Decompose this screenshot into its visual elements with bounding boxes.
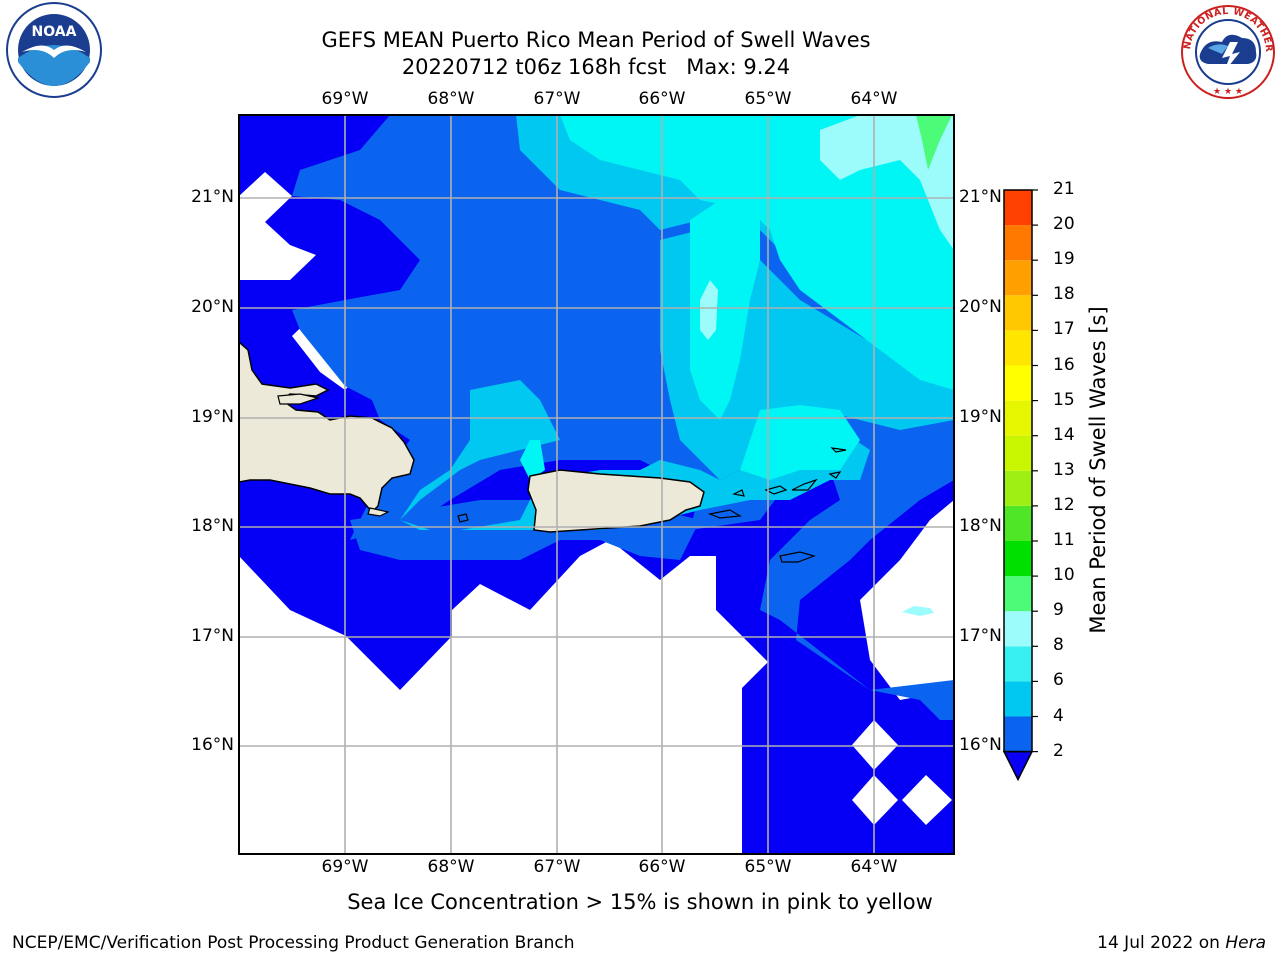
lon-label-bottom: 68°W (427, 857, 475, 877)
lon-label-bottom: 67°W (533, 857, 581, 877)
lat-label-right: 18°N (959, 516, 1002, 536)
lon-label-top: 69°W (321, 89, 369, 109)
colorbar-tick-label: 9 (1053, 600, 1064, 621)
field-4-6 (516, 115, 954, 400)
field-2-4 (292, 115, 954, 720)
lat-label-right: 17°N (959, 626, 1002, 646)
map-subtitle: 20220712 t06z 168h fcst Max: 9.24 (401, 55, 791, 79)
colorbar-frame (1003, 189, 1033, 753)
colorbar-segment (1004, 681, 1032, 717)
map-title: GEFS MEAN Puerto Rico Mean Period of Swe… (321, 28, 871, 52)
footer-date-text: 14 Jul 2022 on (1097, 933, 1226, 953)
sea-ice-note: Sea Ice Concentration > 15% is shown in … (347, 890, 933, 914)
colorbar-segment (1004, 576, 1032, 612)
map-gridlines (239, 115, 954, 854)
field-below-2 (239, 115, 954, 854)
lon-label-bottom: 64°W (850, 857, 898, 877)
colorbar-tick-label: 11 (1053, 530, 1075, 550)
lon-label-top: 65°W (744, 89, 792, 109)
lat-label-right: 19°N (959, 407, 1002, 427)
lat-label-right: 16°N (959, 735, 1002, 755)
lat-label-right: 21°N (959, 187, 1002, 207)
footer-host: Hera (1225, 933, 1266, 953)
colorbar-segment (1004, 541, 1032, 577)
colorbar-tick-label: 8 (1053, 635, 1064, 656)
colorbar-tick-label: 16 (1053, 354, 1075, 375)
colorbar-tick-label: 14 (1053, 424, 1075, 445)
colorbar-tick-label: 13 (1053, 459, 1075, 480)
colorbar-segment (1004, 365, 1032, 401)
lat-label-left: 19°N (191, 407, 234, 427)
lat-label-left: 20°N (191, 297, 234, 317)
lon-label-bottom: 65°W (744, 857, 792, 877)
colorbar (1002, 189, 1038, 782)
colorbar-tick-label: 19 (1053, 249, 1075, 270)
lon-label-top: 64°W (850, 89, 898, 109)
colorbar-tick-label: 2 (1053, 740, 1064, 761)
colorbar-tick-label: 17 (1053, 319, 1075, 340)
lon-label-top: 66°W (638, 89, 686, 109)
colorbar-segment (1004, 225, 1032, 261)
colorbar-tick-label: 15 (1053, 389, 1075, 410)
svg-text:★ ★ ★: ★ ★ ★ (1213, 87, 1243, 97)
colorbar-tick-label: 4 (1053, 705, 1064, 726)
field-9-10 (916, 115, 952, 170)
lat-label-left: 18°N (191, 516, 234, 536)
colorbar-label: Mean Period of Swell Waves [s] (1086, 306, 1110, 634)
field-6-8 (560, 115, 954, 390)
colorbar-segment (1004, 330, 1032, 366)
noaa-logo: NOAA (6, 2, 102, 98)
colorbar-tick-label: 12 (1053, 494, 1075, 515)
colorbar-tick-label: 10 (1053, 565, 1075, 586)
colorbar-extend-arrow (1002, 750, 1034, 782)
colorbar-tick-label: 20 (1053, 214, 1075, 235)
colorbar-segment (1004, 470, 1032, 506)
swell-period-field (239, 115, 954, 854)
field-8-9 (820, 115, 954, 250)
lon-label-bottom: 69°W (321, 857, 369, 877)
colorbar-tick-label: 18 (1053, 284, 1075, 305)
land-puerto-rico (527, 469, 705, 533)
footer-date: 14 Jul 2022 on Hera (1097, 933, 1266, 953)
lat-label-left: 17°N (191, 626, 234, 646)
colorbar-segment (1004, 435, 1032, 471)
lon-label-top: 67°W (533, 89, 581, 109)
footer-producer: NCEP/EMC/Verification Post Processing Pr… (12, 933, 575, 953)
land-hispaniola (239, 340, 415, 514)
noaa-logo-text: NOAA (32, 24, 77, 40)
lat-label-left: 21°N (191, 187, 234, 207)
map-frame (238, 114, 955, 855)
colorbar-tick-label: 6 (1053, 670, 1064, 691)
colorbar-segment (1004, 260, 1032, 296)
lon-label-top: 68°W (427, 89, 475, 109)
lon-label-bottom: 66°W (638, 857, 686, 877)
lat-label-right: 20°N (959, 297, 1002, 317)
nws-logo: NATIONAL WEATHER SERVICE ★ ★ ★ (1178, 2, 1275, 99)
colorbar-tick-label: 21 (1053, 179, 1075, 199)
colorbar-segment (1004, 646, 1032, 682)
lat-label-left: 16°N (191, 735, 234, 755)
